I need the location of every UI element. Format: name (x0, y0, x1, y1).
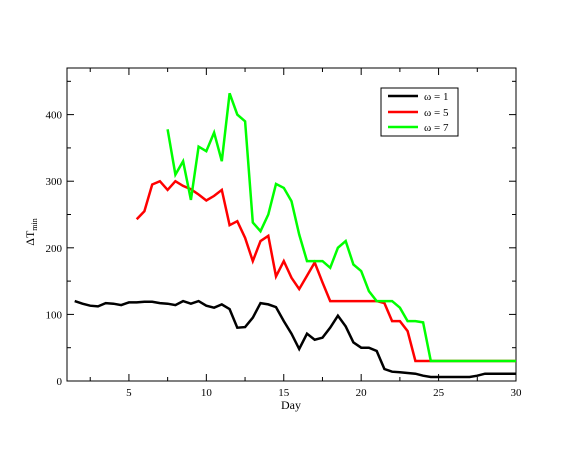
x-axis-label: Day (281, 398, 301, 412)
series-layer (74, 92, 516, 379)
series-line-3 (166, 92, 516, 363)
x-tick-label: 5 (126, 387, 132, 399)
series-line-1 (74, 299, 516, 379)
plot-frame (66, 67, 517, 382)
y-tick-label: 0 (57, 376, 63, 388)
y-tick-label: 200 (46, 243, 63, 255)
y-tick-label: 300 (46, 176, 63, 188)
x-tick-label: 15 (278, 387, 290, 399)
y-axis-label-main: ΔT (23, 230, 37, 246)
x-tick-label: 30 (511, 387, 523, 399)
x-tick-label: 25 (433, 387, 445, 399)
legend-label-series-1: ω = 1 (424, 91, 448, 103)
y-tick-label: 400 (46, 110, 63, 122)
legend-label-series-2: ω = 5 (424, 107, 449, 119)
y-axis-label-subscript: min (30, 218, 39, 230)
legend-label-series-3: ω = 7 (424, 122, 449, 134)
x-tick-label: 10 (201, 387, 213, 399)
y-axis-label: ΔTmin (23, 218, 39, 246)
y-tick-label: 100 (46, 309, 63, 321)
legend: ω = 1 ω = 5 ω = 7 (380, 87, 459, 137)
x-tick-label: 20 (356, 387, 368, 399)
